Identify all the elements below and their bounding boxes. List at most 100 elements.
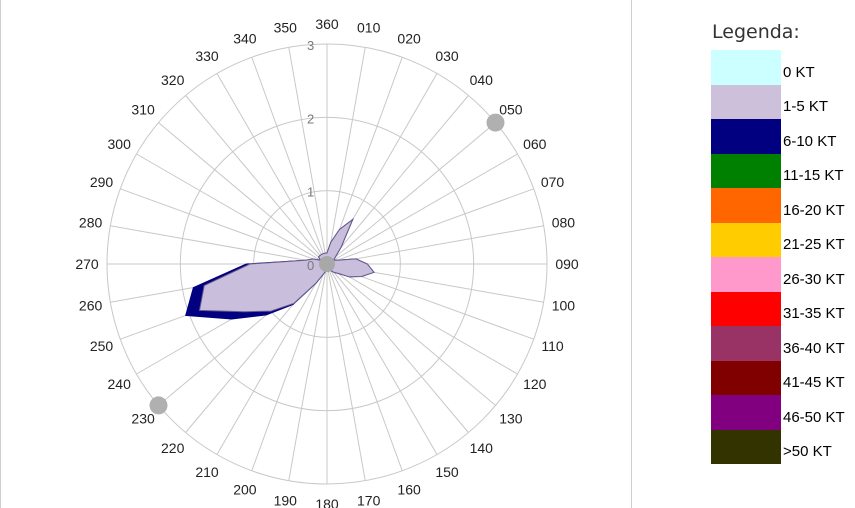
radial-tick-label: 1 <box>307 185 314 200</box>
radial-tick-label: 2 <box>307 111 314 126</box>
legend-swatch <box>711 429 781 464</box>
legend-label: 41-45 KT <box>783 374 845 391</box>
direction-label: 190 <box>274 492 298 508</box>
direction-label: 320 <box>161 72 185 88</box>
direction-label: 330 <box>195 48 219 64</box>
legend-swatch <box>711 326 781 361</box>
legend-swatch <box>711 84 781 119</box>
grid-spoke-160 <box>326 263 403 471</box>
grid-spoke-200 <box>251 263 328 471</box>
legend-entry: 26-30 KT <box>708 257 855 292</box>
grid-spoke-010 <box>326 47 366 265</box>
direction-label: 090 <box>555 256 579 272</box>
legend-swatch <box>711 50 781 85</box>
direction-label: 010 <box>357 20 381 36</box>
legend-label: 21-25 KT <box>783 236 845 253</box>
direction-label: 080 <box>552 214 576 230</box>
direction-label: 130 <box>499 410 523 426</box>
direction-label: 230 <box>131 410 155 426</box>
direction-label: 200 <box>233 482 257 498</box>
legend-entry: 11-15 KT <box>708 153 855 188</box>
legend-swatch <box>711 222 781 257</box>
direction-label: 340 <box>233 31 257 47</box>
grid-spoke-280 <box>110 225 328 265</box>
legend-entries: 0 KT 1-5 KT 6-10 KT 11-15 KT 16-20 KT 21-25 K… <box>708 50 855 464</box>
grid-spoke-080 <box>326 225 544 265</box>
grid-spoke-310 <box>158 122 328 265</box>
runway-marker-050 <box>486 113 505 132</box>
legend-swatch <box>711 395 781 430</box>
grid-spoke-040 <box>326 95 469 265</box>
direction-label: 180 <box>315 496 339 508</box>
legend-label: 6-10 KT <box>783 132 837 150</box>
direction-label: 360 <box>315 16 339 32</box>
grid-spoke-070 <box>326 188 534 265</box>
direction-label: 220 <box>161 440 185 456</box>
grid-spoke-170 <box>326 263 366 481</box>
center-hub <box>319 256 335 272</box>
series-area-1-5-kt <box>198 217 375 313</box>
grid-spoke-130 <box>326 263 496 406</box>
direction-label: 140 <box>470 440 494 456</box>
direction-label: 030 <box>435 48 459 64</box>
direction-label: 250 <box>90 338 114 354</box>
grid-spoke-120 <box>326 263 518 375</box>
direction-label: 040 <box>470 72 494 88</box>
legend-entry: 46-50 KT <box>708 395 855 430</box>
direction-label: 110 <box>541 338 564 354</box>
direction-label: 280 <box>79 214 103 230</box>
direction-label: 240 <box>108 376 132 392</box>
radial-tick-label: 3 <box>307 38 314 53</box>
direction-label: 310 <box>131 102 155 118</box>
grid-spoke-300 <box>136 153 328 265</box>
grid-spoke-330 <box>216 73 328 265</box>
grid-spoke-050 <box>326 122 496 265</box>
legend-label: 31-35 KT <box>783 305 845 322</box>
grid-spoke-320 <box>185 95 328 265</box>
legend-label: 46-50 KT <box>783 408 845 426</box>
legend-label: 26-30 KT <box>783 270 845 288</box>
direction-label: 170 <box>357 492 381 508</box>
grid-spoke-140 <box>326 263 469 433</box>
grid-spoke-210 <box>216 263 328 455</box>
legend-label: 0 KT <box>783 63 815 81</box>
runway-marker-230 <box>149 396 168 415</box>
radial-tick-label: 0 <box>307 258 314 273</box>
legend-entry: 0 KT <box>708 50 855 85</box>
direction-label: 020 <box>397 31 421 47</box>
legend-entry: 1-5 KT <box>708 84 855 119</box>
direction-label: 100 <box>552 298 576 314</box>
legend-swatch <box>711 188 781 223</box>
legend: Legenda: 0 KT 1-5 KT 6-10 KT 11-15 KT 16-20 … <box>708 18 855 464</box>
legend-entry: 36-40 KT <box>708 326 855 361</box>
legend-label: 11-15 KT <box>783 167 844 184</box>
direction-label: 290 <box>90 174 114 190</box>
direction-label: 210 <box>195 464 219 480</box>
legend-swatch <box>711 119 781 154</box>
legend-title: Legenda: <box>712 21 800 43</box>
chart-frame <box>0 0 632 508</box>
direction-label: 270 <box>75 256 99 272</box>
grid-spoke-340 <box>251 57 328 265</box>
direction-label: 120 <box>523 376 547 392</box>
legend-entry: 21-25 KT <box>708 222 855 257</box>
legend-entry: 31-35 KT <box>708 291 855 326</box>
legend-label: >50 KT <box>783 443 832 460</box>
direction-label: 050 <box>499 102 523 118</box>
direction-label: 070 <box>541 174 565 190</box>
grid-spoke-190 <box>288 263 328 481</box>
direction-label: 060 <box>523 136 547 152</box>
legend-entry: 16-20 KT <box>708 188 855 223</box>
legend-swatch <box>711 360 781 395</box>
grid-spoke-060 <box>326 153 518 265</box>
grid-spoke-290 <box>120 188 328 265</box>
legend-entry: 6-10 KT <box>708 119 855 154</box>
grid-spoke-150 <box>326 263 438 455</box>
direction-label: 150 <box>435 464 459 480</box>
legend-swatch <box>711 257 781 292</box>
direction-label: 300 <box>108 136 132 152</box>
legend-label: 1-5 KT <box>783 98 829 115</box>
direction-label: 260 <box>79 298 103 314</box>
legend-entry: >50 KT <box>708 429 855 464</box>
legend-swatch <box>711 291 781 326</box>
